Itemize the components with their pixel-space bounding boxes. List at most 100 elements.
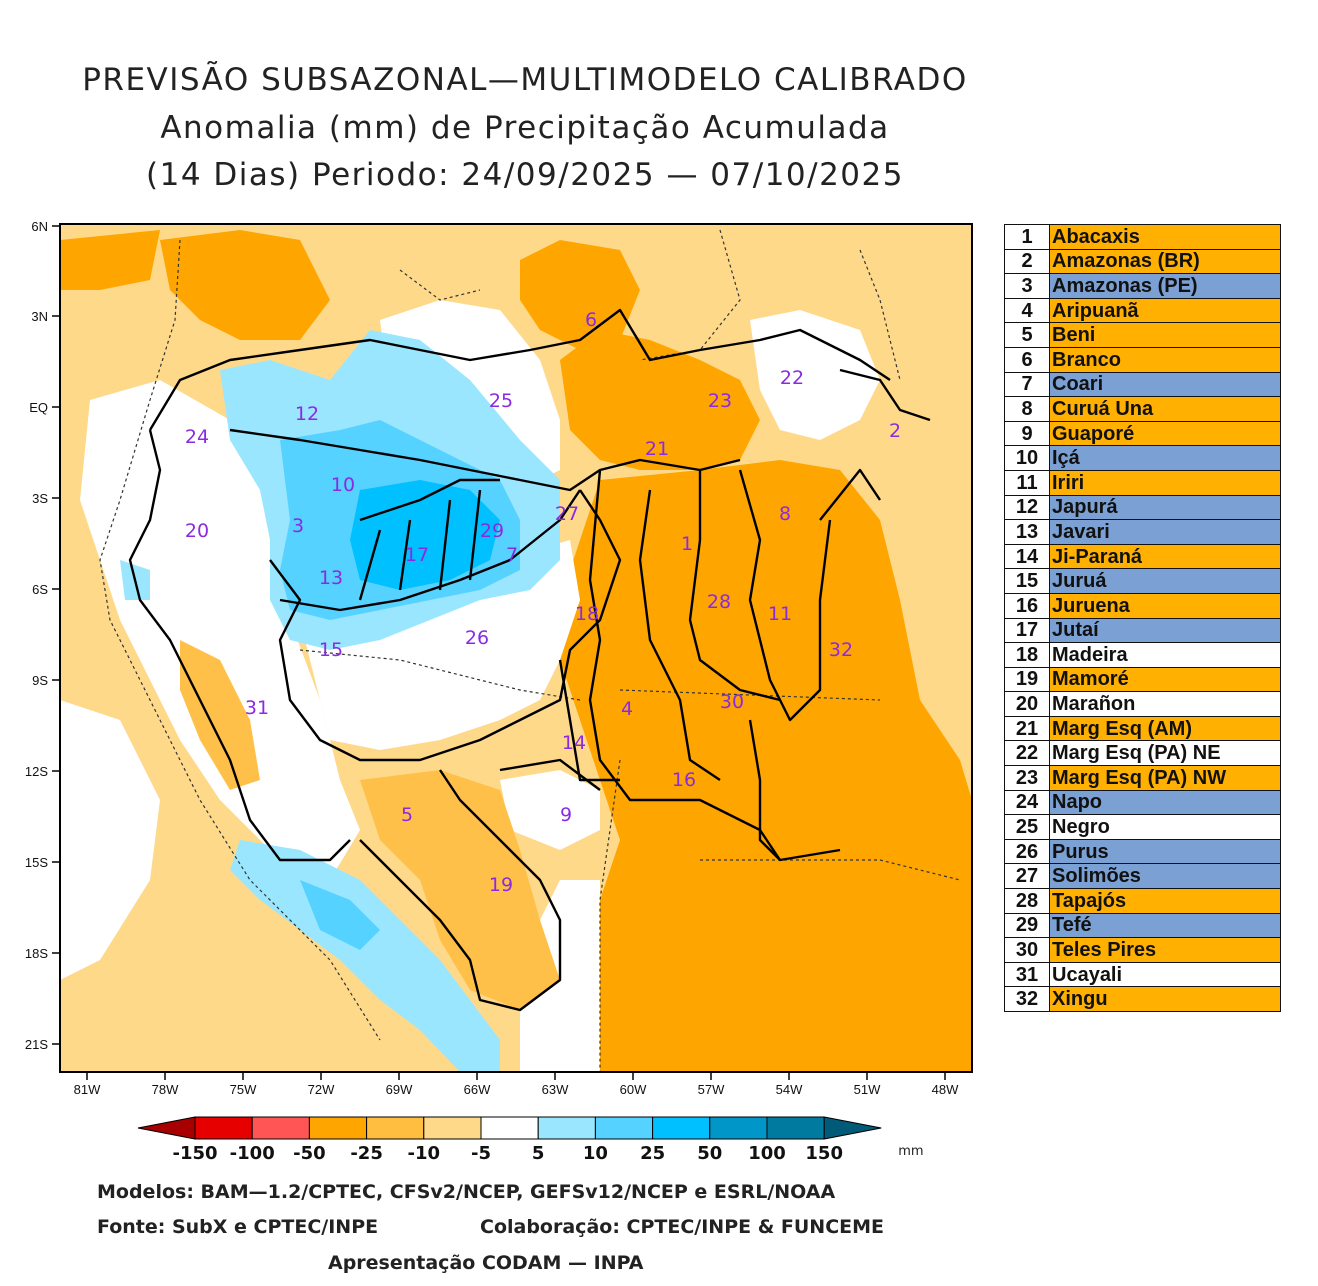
lon-label: 72W: [308, 1082, 335, 1097]
basin-number: 16: [672, 769, 696, 791]
basin-number: 25: [489, 390, 513, 412]
legend-basin-name: Coari: [1049, 371, 1281, 398]
colorbar-unit: mm: [898, 1144, 923, 1159]
legend-number: 32: [1004, 986, 1050, 1012]
legend-row: 14 Ji-Paraná: [1004, 543, 1281, 570]
legend-row: 24 Napo: [1004, 789, 1281, 816]
map-title: PREVISÃO SUBSAZONAL—MULTIMODELO CALIBRAD…: [82, 62, 968, 98]
legend-number: 25: [1004, 814, 1050, 840]
colorbar-segment: [251, 1116, 310, 1140]
legend-number: 7: [1004, 371, 1050, 398]
lon-label: 78W: [152, 1082, 179, 1097]
legend-row: 11 Iriri: [1004, 469, 1281, 496]
legend-number: 12: [1004, 494, 1050, 521]
legend-basin-name: Xingu: [1049, 986, 1281, 1012]
legend-basin-name: Juruena: [1049, 592, 1281, 619]
basin-number: 7: [506, 544, 518, 566]
legend-number: 27: [1004, 863, 1050, 890]
colorbar-tick-label: 100: [748, 1143, 786, 1164]
legend-basin-name: Guaporé: [1049, 420, 1281, 447]
colorbar-tick-label: -100: [230, 1143, 275, 1164]
colorbar-tick-label: 5: [532, 1143, 545, 1164]
legend-number: 29: [1004, 912, 1050, 939]
basin-number: 24: [185, 426, 209, 448]
legend-basin-name: Purus: [1049, 838, 1281, 865]
legend-number: 3: [1004, 273, 1050, 299]
lon-axis: 81W 78W 75W 72W 69W 66W 63W 60W 57W 54W …: [74, 1072, 959, 1097]
legend-row: 23 Marg Esq (PA) NW: [1004, 765, 1281, 791]
basin-number: 18: [575, 603, 599, 625]
anomaly-field: [60, 224, 972, 1072]
legend-basin-name: Iriri: [1049, 469, 1281, 496]
basin-number: 30: [720, 691, 744, 713]
legend-number: 11: [1004, 469, 1050, 496]
basin-number: 27: [555, 503, 579, 525]
lat-axis: 6N 3N EQ 3S 6S 9S 12S 15S 18S 21S: [25, 219, 60, 1052]
colorbar-segment: [480, 1116, 539, 1140]
basin-number: 4: [621, 698, 633, 720]
legend-number: 31: [1004, 961, 1050, 988]
legend-row: 15 Juruá: [1004, 568, 1281, 594]
colorbar-segment: [366, 1116, 425, 1140]
basin-number: 23: [708, 390, 732, 412]
legend-row: 17 Jutaí: [1004, 617, 1281, 644]
lat-label: 3S: [32, 491, 48, 506]
lat-label: 15S: [25, 855, 48, 870]
legend-basin-name: Negro: [1049, 814, 1281, 840]
lat-label: 3N: [31, 309, 48, 324]
colorbar-segment: [766, 1116, 825, 1140]
lat-label: 12S: [25, 764, 48, 779]
basin-numbers: 1 2 3 4 5 6 7 8 9 10 11 12 13 14 15 16 1…: [185, 309, 901, 896]
colorbar-segment: [308, 1116, 368, 1140]
lon-label: 63W: [542, 1082, 569, 1097]
basin-number: 5: [401, 804, 413, 826]
lon-label: 51W: [854, 1082, 881, 1097]
lon-label: 75W: [230, 1082, 257, 1097]
lon-label: 69W: [386, 1082, 413, 1097]
colorbar-segment: [423, 1116, 482, 1140]
colorbar: -150 -100 -50 -25 -10 -5 5 10 25 50 100 150 mm: [137, 1116, 924, 1164]
colorbar-tick-label: -50: [293, 1143, 326, 1164]
colorbar-segment: [594, 1116, 654, 1140]
legend-number: 22: [1004, 740, 1050, 767]
legend-row: 21 Marg Esq (AM): [1004, 715, 1281, 742]
legend-basin-name: Marg Esq (PA) NW: [1049, 765, 1281, 791]
legend-row: 9 Guaporé: [1004, 420, 1281, 447]
legend-number: 24: [1004, 789, 1050, 816]
legend-number: 30: [1004, 937, 1050, 963]
basin-number: 22: [780, 367, 804, 389]
lat-label: 6N: [31, 219, 48, 234]
legend-number: 17: [1004, 617, 1050, 644]
colorbar-tick-label: 150: [805, 1143, 843, 1164]
legend-number: 15: [1004, 568, 1050, 594]
colorbar-segment: [652, 1116, 711, 1140]
legend-basin-name: Tefé: [1049, 912, 1281, 939]
colorbar-segment: [709, 1116, 768, 1140]
lon-label: 54W: [776, 1082, 803, 1097]
basin-number: 10: [331, 474, 355, 496]
legend-basin-name: Beni: [1049, 322, 1281, 348]
basin-number: 2: [889, 420, 901, 442]
legend-basin-name: Ucayali: [1049, 961, 1281, 988]
legend-basin-name: Madeira: [1049, 642, 1281, 668]
legend-row: 6 Branco: [1004, 346, 1281, 373]
basin-number: 8: [779, 503, 791, 525]
legend-row: 31 Ucayali: [1004, 961, 1281, 988]
lon-label: 60W: [620, 1082, 647, 1097]
legend-row: 28 Tapajós: [1004, 888, 1281, 914]
legend-row: 4 Aripuanã: [1004, 297, 1281, 324]
legend-number: 1: [1004, 224, 1050, 250]
legend-number: 10: [1004, 445, 1050, 471]
basin-number: 1: [681, 533, 693, 555]
legend-row: 10 Içá: [1004, 445, 1281, 471]
legend-number: 26: [1004, 838, 1050, 865]
colorbar-tick-label: 10: [583, 1143, 608, 1164]
legend-number: 9: [1004, 420, 1050, 447]
colorbar-tick-label: -150: [172, 1143, 217, 1164]
legend-row: 7 Coari: [1004, 371, 1281, 398]
colorbar-tick-label: -10: [408, 1143, 441, 1164]
legend-row: 26 Purus: [1004, 838, 1281, 865]
basin-number: 3: [292, 515, 304, 537]
legend-number: 16: [1004, 592, 1050, 619]
legend-basin-name: Japurá: [1049, 494, 1281, 521]
